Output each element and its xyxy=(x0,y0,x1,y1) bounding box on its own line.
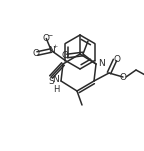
Text: N: N xyxy=(48,46,55,55)
Text: O: O xyxy=(43,34,50,43)
Text: O: O xyxy=(113,55,121,64)
Text: S: S xyxy=(48,77,54,85)
Text: +: + xyxy=(52,45,58,50)
Text: O: O xyxy=(33,49,40,58)
Text: N: N xyxy=(98,58,105,67)
Text: O: O xyxy=(120,72,126,82)
Text: −: − xyxy=(48,32,53,37)
Text: N: N xyxy=(52,76,59,85)
Text: O: O xyxy=(61,51,69,61)
Text: H: H xyxy=(53,85,59,93)
